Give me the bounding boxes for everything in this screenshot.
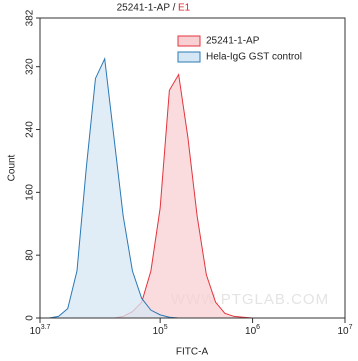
x-tick-power: 3.7 bbox=[41, 324, 51, 331]
plot-frame bbox=[39, 17, 346, 319]
x-tick-base: 10 bbox=[337, 326, 349, 337]
y-tick-label: 320 bbox=[25, 58, 36, 75]
y-tick-label: 160 bbox=[25, 184, 36, 201]
x-tick-label: 105 bbox=[153, 324, 168, 337]
y-axis-label: Count bbox=[7, 154, 18, 181]
x-tick-power: 7 bbox=[349, 324, 353, 331]
x-tick-label: 106 bbox=[245, 324, 260, 337]
x-tick-base: 10 bbox=[30, 326, 42, 337]
chart-title: 25241-1-AP bbox=[117, 3, 171, 14]
x-tick-power: 6 bbox=[256, 324, 260, 331]
legend-swatch bbox=[177, 51, 201, 63]
x-tick-base: 10 bbox=[245, 326, 257, 337]
x-tick-power: 5 bbox=[164, 324, 168, 331]
title-separator: / bbox=[173, 3, 176, 14]
x-tick-base: 10 bbox=[153, 326, 165, 337]
y-tick-label: 382 bbox=[25, 9, 36, 26]
y-tick-label: 0 bbox=[25, 315, 36, 321]
x-tick-label: 107 bbox=[337, 324, 352, 337]
legend-label: Hela-IgG GST control bbox=[206, 52, 302, 63]
legend-label: 25241-1-AP bbox=[206, 36, 260, 47]
legend-swatch bbox=[177, 35, 201, 47]
x-axis-label: FITC-A bbox=[176, 347, 209, 358]
x-tick-label: 103.7 bbox=[30, 324, 51, 337]
y-tick-label: 80 bbox=[25, 249, 36, 261]
y-tick-label: 240 bbox=[25, 121, 36, 138]
title-tag: E1 bbox=[178, 3, 191, 14]
